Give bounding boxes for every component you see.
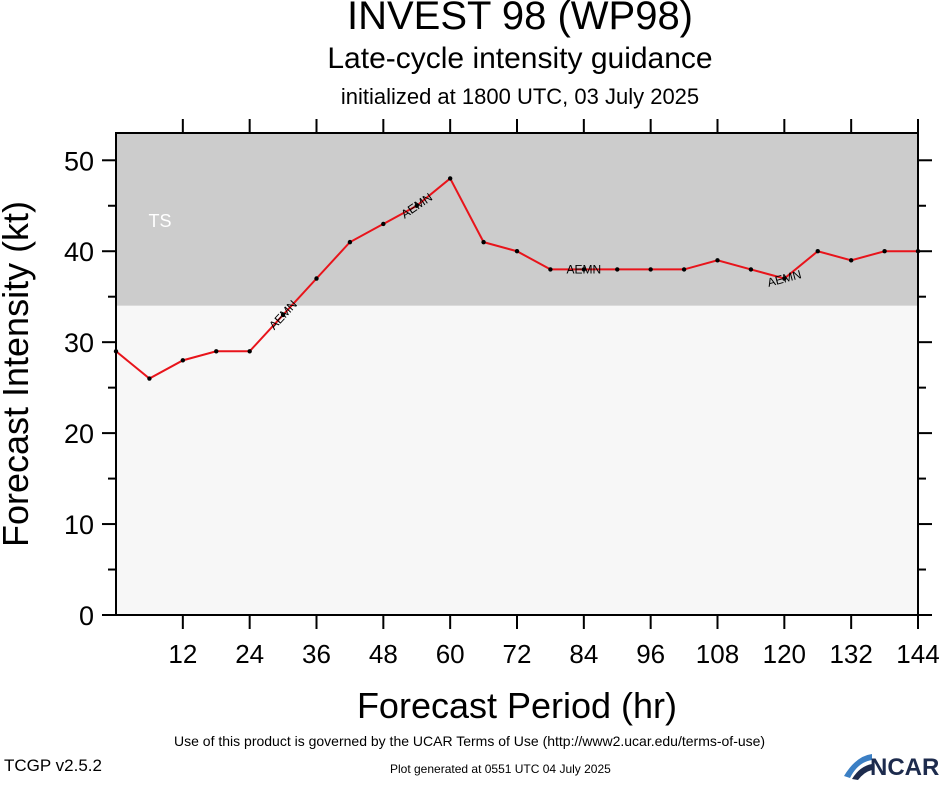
data-point bbox=[447, 176, 453, 181]
data-point bbox=[214, 349, 219, 354]
x-tick-label: 132 bbox=[829, 639, 872, 669]
version-label: TCGP v2.5.2 bbox=[4, 756, 102, 775]
x-tick-label: 96 bbox=[636, 639, 665, 669]
x-tick-label: 144 bbox=[896, 639, 939, 669]
x-tick-label: 120 bbox=[763, 639, 806, 669]
data-point bbox=[581, 267, 587, 272]
ncar-swoosh-icon bbox=[844, 754, 872, 780]
x-tick-label: 72 bbox=[503, 639, 532, 669]
data-point bbox=[782, 276, 787, 281]
data-point bbox=[648, 267, 653, 272]
data-point bbox=[681, 267, 687, 272]
y-tick-label: 40 bbox=[64, 237, 94, 267]
y-tick-label: 10 bbox=[64, 510, 94, 540]
data-point bbox=[180, 358, 186, 363]
ncar-logo-text: NCAR bbox=[870, 754, 940, 781]
data-point bbox=[615, 267, 620, 272]
y-tick-label: 0 bbox=[79, 601, 94, 631]
chart-init-time: initialized at 1800 UTC, 03 July 2025 bbox=[340, 84, 700, 109]
chart-subtitle: Late-cycle intensity guidance bbox=[327, 42, 713, 75]
data-point bbox=[514, 249, 520, 254]
y-tick-label: 50 bbox=[64, 146, 94, 176]
x-tick-label: 84 bbox=[569, 639, 598, 669]
data-point bbox=[848, 258, 854, 263]
x-tick-label: 60 bbox=[436, 639, 465, 669]
band-label: TS bbox=[148, 211, 171, 231]
x-axis-label: Forecast Period (hr) bbox=[357, 685, 677, 726]
data-point bbox=[280, 312, 286, 318]
intensity-chart: TS 0 10 20 30 40 50 12 24 36 48 60 72 84 96 108 120 132 14… bbox=[0, 119, 940, 726]
data-point bbox=[247, 349, 252, 354]
x-tick-label: 48 bbox=[369, 639, 398, 669]
intensity-band bbox=[116, 305, 918, 615]
chart-title: INVEST 98 (WP98) bbox=[346, 0, 694, 38]
y-tick-label: 20 bbox=[64, 419, 94, 449]
data-point bbox=[915, 249, 921, 254]
data-point bbox=[481, 239, 486, 245]
x-tick-label: 36 bbox=[302, 639, 331, 669]
data-point bbox=[113, 349, 119, 354]
data-point bbox=[882, 249, 887, 254]
x-tick-label: 12 bbox=[168, 639, 197, 669]
data-point bbox=[748, 267, 754, 272]
x-tick-label: 108 bbox=[696, 639, 739, 669]
data-point bbox=[314, 276, 319, 281]
ncar-logo: NCAR bbox=[842, 752, 940, 781]
y-axis-label: Forecast Intensity (kt) bbox=[0, 201, 36, 547]
x-tick-label: 24 bbox=[235, 639, 264, 669]
generated-time-label: Plot generated at 0551 UTC 04 July 2025 bbox=[390, 762, 611, 776]
data-point bbox=[147, 376, 152, 381]
data-point bbox=[347, 239, 353, 245]
y-tick-label: 30 bbox=[64, 328, 94, 358]
data-point bbox=[815, 249, 820, 254]
data-point bbox=[414, 203, 419, 208]
data-point bbox=[548, 267, 553, 272]
data-point bbox=[715, 258, 720, 263]
series-inline-label: AEMN bbox=[566, 262, 601, 276]
terms-of-use-text: Use of this product is governed by the U… bbox=[174, 733, 766, 749]
data-point bbox=[381, 221, 386, 227]
